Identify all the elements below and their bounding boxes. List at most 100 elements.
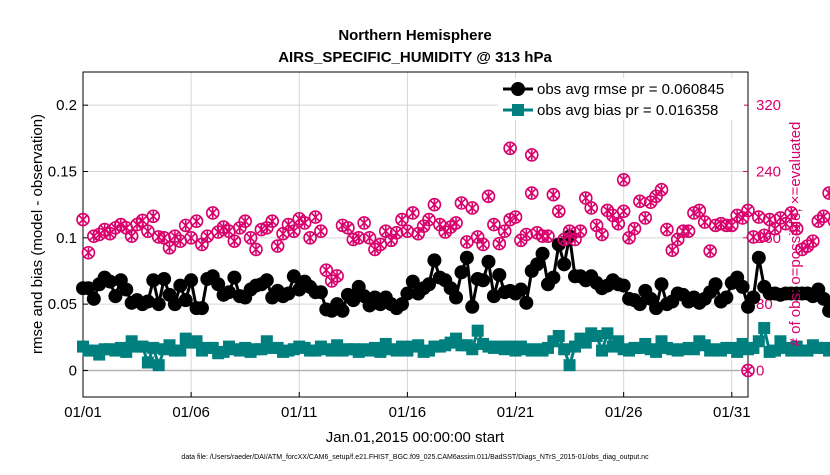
y-right-tick-label: 320 — [756, 97, 781, 114]
bias-point — [174, 344, 187, 357]
evaluated-obs-point — [781, 218, 791, 229]
rmse-point — [513, 282, 528, 297]
legend-rmse-marker — [511, 82, 525, 96]
y-right-tick-label: 0 — [756, 362, 764, 379]
possible-obs-point — [270, 239, 285, 253]
possible-obs-point — [611, 216, 626, 231]
rmse-point — [546, 270, 561, 285]
bias-point — [828, 341, 830, 354]
possible-obs-point — [162, 240, 177, 255]
evaluated-obs-point — [391, 227, 402, 238]
bias-point — [255, 343, 268, 356]
rmse-point — [173, 278, 188, 293]
possible-obs-point — [422, 212, 436, 227]
evaluated-obs-point — [451, 217, 461, 228]
rmse-point — [400, 286, 415, 301]
possible-obs-point — [524, 186, 539, 200]
possible-obs-point — [460, 235, 474, 249]
x-tick-label: 01/26 — [605, 404, 643, 421]
y-left-tick-label: 0.1 — [56, 230, 77, 247]
evaluated-obs-point — [202, 231, 213, 242]
evaluated-obs-point — [727, 220, 737, 231]
rmse-point — [405, 274, 420, 289]
possible-obs-point — [76, 212, 90, 227]
evaluated-obs-point — [397, 214, 407, 225]
evaluated-obs-point — [759, 230, 769, 241]
evaluated-obs-point — [408, 207, 418, 218]
possible-obs-point — [465, 201, 480, 215]
possible-obs-point — [341, 221, 355, 235]
legend-box — [498, 78, 744, 120]
possible-obs-point — [616, 204, 631, 219]
legend-rmse-label: obs avg rmse pr = 0.060845 — [537, 81, 724, 98]
possible-obs-point — [389, 226, 404, 240]
rmse-point — [486, 289, 501, 304]
rmse-point — [335, 303, 350, 318]
y-axis-left-label: rmse and bias (model - observation) — [29, 114, 46, 354]
possible-obs-point — [303, 231, 317, 245]
evaluated-obs-point — [224, 226, 234, 237]
rmse-point — [346, 293, 361, 308]
evaluated-obs-point — [597, 229, 607, 240]
bias-point — [190, 335, 203, 348]
possible-obs-point — [746, 230, 761, 244]
evaluated-obs-point — [743, 365, 753, 376]
possible-obs-point — [141, 224, 155, 238]
evaluated-obs-point — [299, 217, 310, 228]
evaluated-obs-point — [467, 202, 478, 214]
bias-point — [120, 345, 133, 358]
evaluated-obs-point — [791, 223, 802, 234]
rmse-point — [822, 303, 830, 318]
evaluated-obs-point — [343, 222, 353, 233]
legend-bias-label: obs avg bias pr = 0.016358 — [537, 102, 718, 119]
evaluated-obs-point — [618, 206, 629, 217]
rmse-point — [557, 257, 572, 272]
rmse-point — [719, 290, 734, 305]
rmse-point — [281, 286, 296, 301]
possible-obs-point — [184, 231, 198, 245]
bias-point — [152, 359, 165, 372]
rmse-point — [465, 299, 480, 314]
possible-obs-point — [357, 216, 371, 230]
y-left-tick-label: 0.05 — [48, 296, 77, 313]
evaluated-obs-point — [635, 196, 645, 207]
possible-obs-point — [827, 216, 830, 227]
y-left-tick-label: 0 — [69, 362, 77, 379]
legend: obs avg rmse pr = 0.060845 obs avg bias … — [498, 78, 744, 120]
possible-obs-point — [81, 245, 96, 260]
evaluated-obs-point — [754, 212, 764, 223]
bias-point — [471, 324, 484, 337]
evaluated-obs-point — [240, 216, 250, 227]
possible-obs-point — [454, 196, 469, 210]
x-tick-label: 01/31 — [713, 404, 751, 421]
evaluated-obs-point — [818, 211, 829, 222]
possible-obs-point — [660, 222, 674, 237]
x-axis-label: Jan.01,2015 00:00:00 start — [326, 429, 505, 446]
chart-title: Northern Hemisphere — [338, 27, 491, 44]
possible-obs-point — [784, 206, 799, 220]
evaluated-obs-point — [380, 226, 391, 237]
rmse-point — [184, 273, 199, 288]
rmse-point — [86, 291, 101, 306]
possible-obs-point — [546, 187, 561, 202]
evaluated-obs-point — [499, 226, 510, 237]
rmse-point — [751, 250, 766, 265]
possible-obs-point — [741, 203, 755, 218]
rmse-point — [816, 291, 830, 306]
evaluated-obs-point — [808, 236, 818, 247]
rmse-point — [632, 297, 647, 312]
possible-obs-point — [692, 203, 707, 218]
possible-obs-point — [319, 263, 334, 277]
y-axis-right-label: # of obs: o=possible; ×=evaluated — [787, 122, 804, 347]
possible-obs-point — [297, 216, 312, 230]
evaluated-obs-point — [694, 205, 705, 216]
rmse-point — [286, 269, 301, 284]
rmse-point — [151, 297, 166, 312]
possible-obs-point — [476, 237, 490, 252]
rmse-point — [427, 253, 442, 268]
bias-point — [558, 343, 571, 356]
evaluated-obs-point — [186, 232, 196, 243]
evaluated-obs-point — [191, 216, 202, 227]
possible-obs-point — [481, 189, 496, 204]
evaluated-obs-point — [375, 239, 386, 250]
